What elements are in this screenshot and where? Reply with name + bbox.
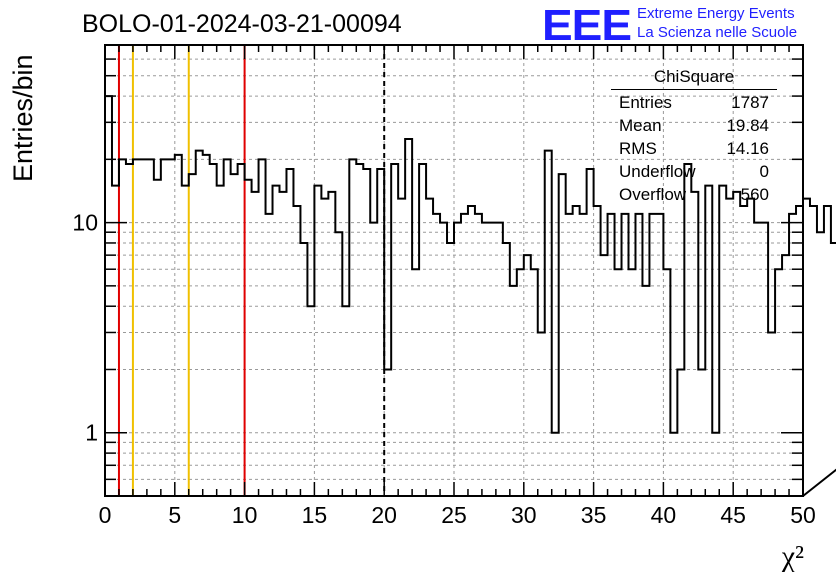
- x-tick-label: 10: [232, 502, 258, 528]
- x-tick-label: 30: [511, 502, 537, 528]
- eee-logo-text: Extreme Energy Events La Scienza nelle S…: [637, 4, 797, 42]
- stats-label: RMS: [619, 139, 657, 158]
- stats-value: 1787: [731, 93, 769, 112]
- stats-label: Entries: [619, 93, 672, 112]
- stats-row-underflow: Underflow 0: [611, 160, 777, 183]
- x-tick-label: 25: [441, 502, 467, 528]
- x-axis-label: χ²: [781, 540, 804, 572]
- stats-value: 14.16: [726, 139, 769, 158]
- stats-row-rms: RMS 14.16: [611, 137, 777, 160]
- y-tick-label: 1: [85, 420, 98, 446]
- logo-line-2: La Scienza nelle Scuole: [637, 24, 798, 41]
- stats-label: Mean: [619, 116, 662, 135]
- stats-row-overflow: Overflow 560: [611, 183, 777, 206]
- x-tick-label: 15: [302, 502, 328, 528]
- x-tick-label: 0: [99, 502, 112, 528]
- plot-frame: [104, 44, 804, 497]
- stats-label: Overflow: [619, 185, 687, 204]
- logo-line-1: Extreme Energy Events: [637, 5, 795, 22]
- x-tick-label: 5: [168, 502, 181, 528]
- histogram-step-line: [104, 95, 836, 497]
- stats-row-mean: Mean 19.84: [611, 114, 777, 137]
- x-tick-label: 35: [581, 502, 607, 528]
- eee-logo-mark: EEE: [542, 0, 632, 50]
- threshold-lines: [117, 45, 386, 496]
- axis-ticks: [104, 45, 804, 496]
- stats-value: 560: [740, 185, 769, 204]
- stats-title: ChiSquare: [611, 66, 777, 90]
- x-tick-label: 50: [790, 502, 816, 528]
- x-tick-label: 20: [371, 502, 397, 528]
- stats-label: Underflow: [619, 162, 696, 181]
- stats-box: ChiSquare Entries 1787 Mean 19.84 RMS 14…: [611, 66, 777, 206]
- y-axis-label: Entries/bin: [8, 54, 38, 182]
- y-tick-label: 10: [72, 210, 98, 236]
- run-title: BOLO-01-2024-03-21-00094: [82, 10, 402, 38]
- x-tick-label: 45: [720, 502, 746, 528]
- tick-labels: 0 5 10 15 20 25 30 35 40 45 50 1 10: [72, 210, 815, 528]
- stats-row-entries: Entries 1787: [611, 91, 777, 114]
- stats-value: 0: [759, 162, 769, 181]
- x-tick-label: 40: [651, 502, 677, 528]
- stats-value: 19.84: [726, 116, 769, 135]
